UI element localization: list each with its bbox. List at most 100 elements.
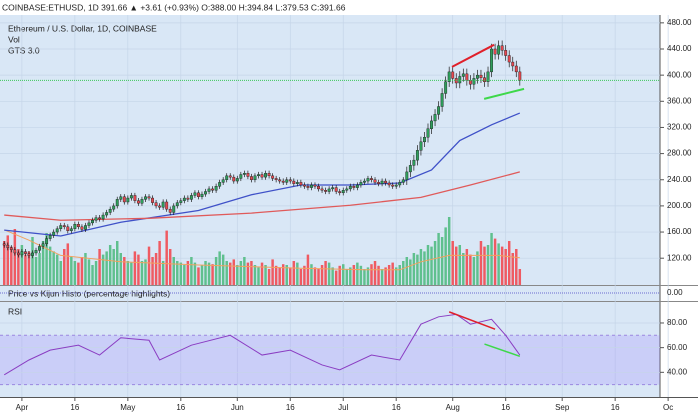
volume-bar [476,251,479,285]
trendline [451,43,495,68]
volume-bar [264,265,267,285]
volume-bar [416,254,419,285]
candle-body [352,186,356,188]
x-tick-label: Jun [231,403,244,412]
volume-bar [310,264,313,285]
candle-body [52,231,56,236]
candle-body [2,243,6,246]
y-tick-label: 240.00 [667,175,692,184]
volume-bar [289,267,292,285]
candle-body [324,190,328,192]
candle-body [271,175,275,179]
candle-body [507,55,511,63]
candle-body [80,226,84,230]
volume-bar [105,251,108,285]
volume-bar [38,253,41,285]
volume-bar [423,251,426,285]
volume-bar [472,257,476,285]
volume-bar [24,254,27,285]
y-tick-label: 160.00 [667,227,692,236]
candle-body [440,93,444,107]
candle-body [31,252,34,256]
volume-bar [218,251,221,285]
candle-body [394,184,398,187]
volume-bar [123,257,126,285]
candle-body [197,192,200,197]
x-tick-label: 16 [611,403,620,412]
y-tick-label: 440.00 [667,44,692,53]
candle-body [168,208,172,213]
y-tick-label: 0.00 [667,288,683,297]
volume-bar [334,270,338,285]
candle-body [221,179,225,183]
volume-bar [412,253,416,285]
volume-bar [63,249,66,285]
candle-body [207,188,211,192]
candle-body [415,150,419,161]
volume-bar [281,264,285,285]
y-tick-label: 40.00 [667,367,688,376]
volume-bar [108,245,112,285]
candle-body [119,196,123,200]
volume-bar [479,241,483,285]
volume-bar [500,246,504,285]
rsi-band [0,335,660,385]
y-tick-label: 200.00 [667,201,692,210]
volume-bar [493,238,497,285]
candle-body [518,71,522,81]
volume-bar [327,262,331,285]
rsi-trendline [448,311,496,330]
volume-bar [278,267,281,285]
volume-bar [70,257,73,285]
candle-body [133,195,137,201]
candle-body [211,188,215,191]
candle-body [497,45,501,55]
volume-bar [211,264,214,285]
candle-body [359,182,363,186]
volume-bar [317,269,320,285]
trendline [483,87,525,100]
candle-body [105,212,109,216]
candle-body [9,247,13,250]
header: COINBASE:ETHUSD, 1D 391.66 ▲ +3.61 (+0.9… [2,2,346,12]
candle-body [62,225,66,228]
candle-body [444,81,448,94]
volume-bar [6,235,10,285]
volume-bar [440,237,444,285]
candle-body [228,175,232,178]
volume-bar [140,261,144,285]
volume-bar [490,233,493,285]
candle-body [161,201,165,208]
volume-bar [274,265,278,285]
volume-bar [342,264,345,285]
candle-body [362,180,366,183]
volume-bar [229,262,232,285]
candle-body [45,238,49,245]
volume-bar [306,254,310,285]
indicator-title: Price vs Kijun Histo (percentage highlig… [8,288,170,298]
candle-body [447,71,451,82]
candle-body [327,188,331,192]
volume-bar [236,265,239,285]
candle-body [412,159,416,166]
candle-body [98,217,102,220]
candle-body [302,184,306,187]
candle-body [514,65,518,73]
x-tick-label: Sep [555,403,570,412]
volume-bar [66,243,70,285]
volume-bar [433,241,437,285]
volume-bar [161,261,165,285]
candle-body [115,199,119,207]
candle-body [129,195,133,199]
candle-body [144,196,147,200]
candle-body [306,186,310,188]
candle-body [23,251,27,254]
volume-bar [352,265,356,285]
candle-body [292,180,296,184]
volume-bar [176,261,179,285]
candle-body [483,77,486,82]
candle-body [366,178,370,182]
volume-bar [394,267,398,285]
candle-body [101,214,105,220]
candle-body [437,106,441,115]
